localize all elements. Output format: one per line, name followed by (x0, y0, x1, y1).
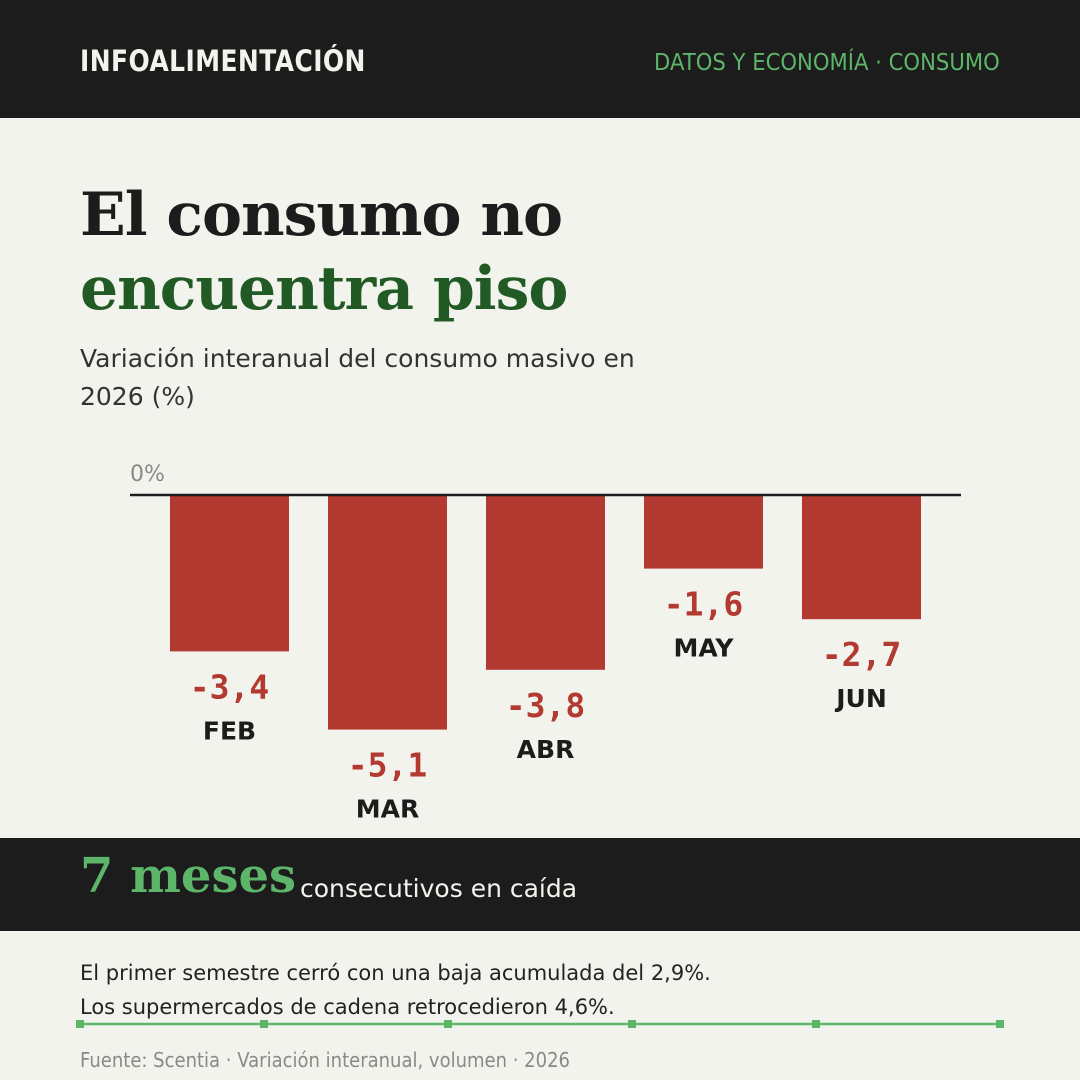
category-label-jun: JUN (834, 684, 887, 713)
bar-mar (328, 495, 447, 730)
header-bar: INFOALIMENTACIÓN DATOS Y ECONOMÍA · CONS… (0, 0, 1080, 118)
summary-note: El primer semestre cerró con una baja ac… (80, 956, 1020, 1024)
value-label-abr: -3,8 (506, 686, 585, 725)
highlight-band: 7 meses consecutivos en caída (0, 838, 1080, 931)
value-label-may: -1,6 (664, 585, 743, 624)
note-line-1: El primer semestre cerró con una baja ac… (80, 961, 711, 985)
headline: El consumo no encuentra piso (80, 178, 568, 326)
zero-axis-label: 0% (130, 462, 165, 487)
chart-subtitle: Variación interanual del consumo masivo … (80, 344, 635, 411)
value-label-feb: -3,4 (190, 667, 269, 706)
category-label-may: MAY (674, 634, 735, 663)
category-label-abr: ABR (517, 735, 575, 764)
source-caption: Fuente: Scentia · Variación interanual, … (80, 1048, 570, 1072)
value-label-jun: -2,7 (822, 635, 901, 674)
headline-line-1: El consumo no (80, 180, 563, 250)
value-label-mar: -5,1 (348, 746, 427, 785)
note-line-2: Los supermercados de cadena retrocediero… (80, 995, 615, 1019)
brand-logo: INFOALIMENTACIÓN (80, 44, 366, 78)
bar-jun (802, 495, 921, 620)
highlight-value: 7 meses (80, 848, 297, 904)
category-label-feb: FEB (203, 716, 256, 745)
headline-line-2: encuentra piso (80, 254, 568, 324)
bar-chart: 0% -3,4 FEB -5,1 MAR -3,8 ABR -1,6 MAY -2,7 JUN (130, 462, 961, 824)
bar-may (644, 495, 763, 569)
bar-abr (486, 495, 605, 670)
highlight-text: consecutivos en caída (300, 874, 578, 903)
section-label: DATOS Y ECONOMÍA · CONSUMO (654, 50, 1000, 76)
bar-feb (170, 495, 289, 652)
category-label-mar: MAR (356, 795, 419, 824)
divider-rule (76, 1020, 1004, 1028)
